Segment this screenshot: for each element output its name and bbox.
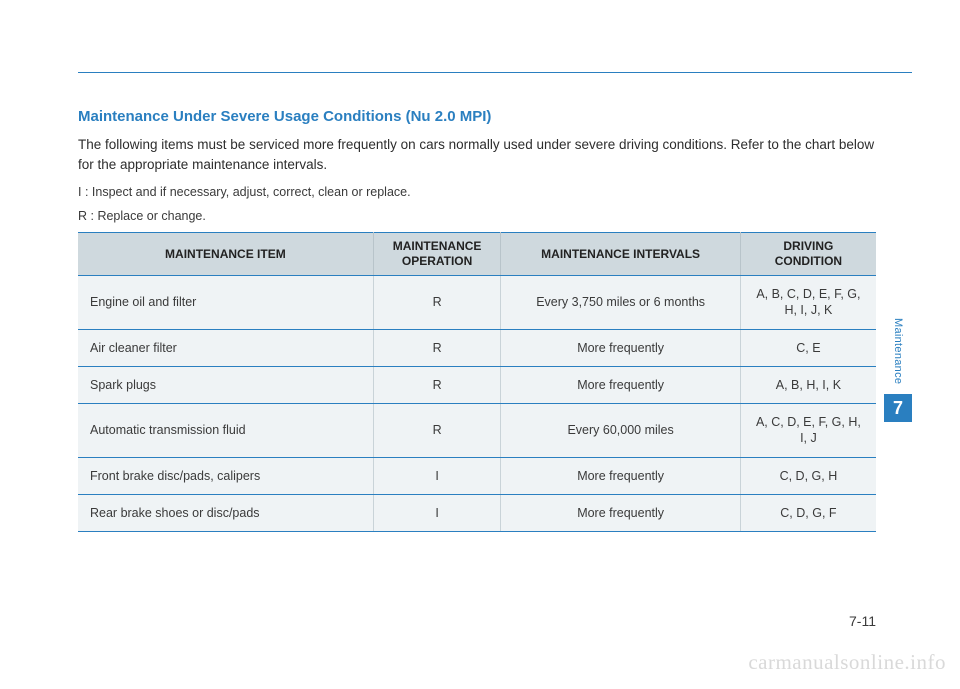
table-row: Front brake disc/pads, calipers I More f…: [78, 457, 876, 494]
cell-interval: More frequently: [501, 494, 740, 531]
side-tab: Maintenance 7: [884, 318, 912, 422]
cell-item: Rear brake shoes or disc/pads: [78, 494, 373, 531]
cell-interval: More frequently: [501, 329, 740, 366]
th-operation: MAINTENANCE OPERATION: [373, 233, 501, 276]
table-row: Rear brake shoes or disc/pads I More fre…: [78, 494, 876, 531]
cell-interval: More frequently: [501, 457, 740, 494]
cell-condition: C, D, G, H: [740, 457, 876, 494]
th-item: MAINTENANCE ITEM: [78, 233, 373, 276]
table-row: Automatic transmission fluid R Every 60,…: [78, 404, 876, 458]
page-number: 7-11: [849, 613, 876, 629]
cell-item: Front brake disc/pads, calipers: [78, 457, 373, 494]
cell-condition: A, B, H, I, K: [740, 366, 876, 403]
intro-paragraph: The following items must be serviced mor…: [78, 135, 876, 174]
top-rule: [78, 72, 912, 73]
chapter-number-box: 7: [884, 394, 912, 422]
cell-condition: A, C, D, E, F, G, H, I, J: [740, 404, 876, 458]
cell-condition: C, D, G, F: [740, 494, 876, 531]
table-row: Engine oil and filter R Every 3,750 mile…: [78, 276, 876, 330]
cell-operation: R: [373, 329, 501, 366]
cell-interval: Every 60,000 miles: [501, 404, 740, 458]
table-header-row: MAINTENANCE ITEM MAINTENANCE OPERATION M…: [78, 233, 876, 276]
side-section-label: Maintenance: [892, 318, 904, 384]
cell-interval: More frequently: [501, 366, 740, 403]
cell-operation: I: [373, 494, 501, 531]
cell-condition: A, B, C, D, E, F, G, H, I, J, K: [740, 276, 876, 330]
table-row: Air cleaner filter R More frequently C, …: [78, 329, 876, 366]
th-condition: DRIVING CONDITION: [740, 233, 876, 276]
cell-interval: Every 3,750 miles or 6 months: [501, 276, 740, 330]
legend-inspect: I : Inspect and if necessary, adjust, co…: [78, 182, 876, 202]
watermark-text: carmanualsonline.info: [748, 650, 946, 675]
cell-item: Spark plugs: [78, 366, 373, 403]
page-content: Maintenance Under Severe Usage Condition…: [78, 108, 876, 532]
cell-operation: R: [373, 366, 501, 403]
cell-item: Air cleaner filter: [78, 329, 373, 366]
legend-replace: R : Replace or change.: [78, 206, 876, 226]
cell-condition: C, E: [740, 329, 876, 366]
table-row: Spark plugs R More frequently A, B, H, I…: [78, 366, 876, 403]
maintenance-table: MAINTENANCE ITEM MAINTENANCE OPERATION M…: [78, 232, 876, 532]
cell-operation: I: [373, 457, 501, 494]
cell-item: Automatic transmission fluid: [78, 404, 373, 458]
th-intervals: MAINTENANCE INTERVALS: [501, 233, 740, 276]
cell-operation: R: [373, 404, 501, 458]
table-body: Engine oil and filter R Every 3,750 mile…: [78, 276, 876, 532]
section-heading: Maintenance Under Severe Usage Condition…: [78, 108, 876, 125]
cell-item: Engine oil and filter: [78, 276, 373, 330]
cell-operation: R: [373, 276, 501, 330]
